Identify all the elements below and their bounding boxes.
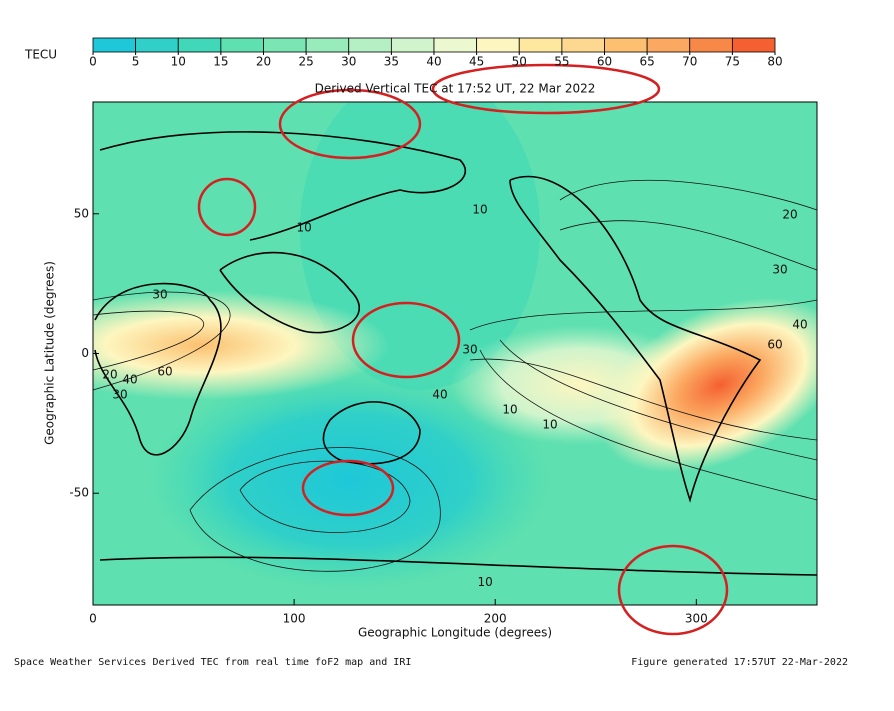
contour-label: 30 xyxy=(112,388,127,402)
coastlines xyxy=(94,131,817,576)
y-tick-label: -50 xyxy=(69,486,89,500)
colorbar-swatch xyxy=(731,37,776,53)
y-axis-label: Geographic Latitude (degrees) xyxy=(43,261,57,445)
contour-label: 60 xyxy=(767,338,782,352)
colorbar-tick-label: 15 xyxy=(213,55,228,69)
footer-right: Figure generated 17:57UT 22-Mar-2022 xyxy=(631,657,848,668)
colorbar-tick-label: 20 xyxy=(256,55,271,69)
colorbar-swatch xyxy=(135,37,179,53)
colorbar-tick-label: 80 xyxy=(767,55,782,69)
x-tick-label: 0 xyxy=(89,612,97,626)
colorbar-swatch xyxy=(305,37,350,53)
colorbar-tick-label: 10 xyxy=(171,55,186,69)
contour-label: 40 xyxy=(432,388,447,402)
contour-label: 10 xyxy=(297,220,312,234)
contour-label: 10 xyxy=(472,203,487,217)
colorbar-tick-label: 5 xyxy=(132,55,140,69)
x-axis-label: Geographic Longitude (degrees) xyxy=(358,626,552,640)
colorbar-label: TECU xyxy=(24,48,57,62)
colorbar-tick-label: 25 xyxy=(298,55,313,69)
contour-label: 10 xyxy=(502,403,517,417)
colorbar-swatch xyxy=(220,37,264,53)
annotations xyxy=(197,63,729,636)
x-tick-label: 100 xyxy=(283,612,306,626)
colorbar-tick-label: 75 xyxy=(725,55,740,69)
colorbar-tick-label: 50 xyxy=(512,55,527,69)
colorbar-tick-label: 55 xyxy=(554,55,569,69)
colorbar-swatch xyxy=(646,37,691,53)
footer-left: Space Weather Services Derived TEC from … xyxy=(14,657,411,668)
colorbar-tick-label: 70 xyxy=(682,55,697,69)
contour-label: 60 xyxy=(157,365,172,379)
map-title: Derived Vertical TEC at 17:52 UT, 22 Mar… xyxy=(315,82,596,96)
colorbar-swatch xyxy=(476,37,520,53)
colorbar-tick-label: 65 xyxy=(639,55,654,69)
colorbar-swatch xyxy=(561,37,605,53)
colorbar-swatch xyxy=(689,37,733,53)
contour-label: 20 xyxy=(102,368,117,382)
colorbar-swatch xyxy=(348,37,392,53)
colorbar-tick-label: 0 xyxy=(89,55,97,69)
contour-label: 30 xyxy=(772,263,787,277)
x-tick-label: 300 xyxy=(685,612,708,626)
colorbar-swatch xyxy=(390,37,435,53)
y-tick-label: 50 xyxy=(74,206,89,220)
colorbar-tick-label: 40 xyxy=(426,55,441,69)
contour-label: 30 xyxy=(462,343,477,357)
colorbar-swatch xyxy=(177,37,222,53)
colorbar-swatch xyxy=(518,37,563,53)
colorbar-tick-label: 30 xyxy=(341,55,356,69)
colorbar-tick-label: 60 xyxy=(597,55,612,69)
y-tick-label: 0 xyxy=(81,346,89,360)
colorbar-swatch xyxy=(604,37,648,53)
contour-label: 40 xyxy=(122,373,137,387)
colorbar-tick-label: 45 xyxy=(469,55,484,69)
contour-label: 30 xyxy=(152,288,167,302)
x-tick-label: 200 xyxy=(484,612,507,626)
colorbar-swatch xyxy=(263,37,307,53)
colorbar-tick-label: 35 xyxy=(384,55,399,69)
contour-label: 10 xyxy=(478,575,493,589)
colorbar-swatch xyxy=(92,37,137,53)
contour-label: 10 xyxy=(542,418,557,432)
colorbar-swatch xyxy=(433,37,478,53)
contours xyxy=(93,179,817,572)
contour-label: 40 xyxy=(792,318,807,332)
contour-label: 20 xyxy=(782,208,797,222)
tec-field xyxy=(93,102,817,605)
